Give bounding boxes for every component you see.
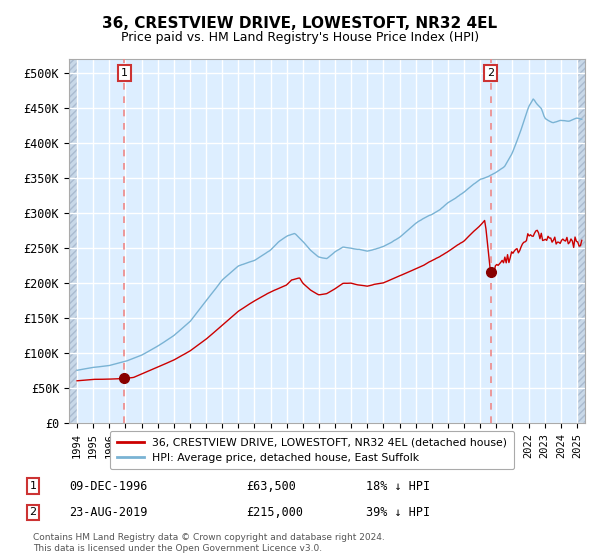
Text: 1: 1: [29, 481, 37, 491]
Text: 39% ↓ HPI: 39% ↓ HPI: [366, 506, 430, 519]
Text: 23-AUG-2019: 23-AUG-2019: [69, 506, 148, 519]
Text: 2: 2: [487, 68, 494, 78]
Bar: [578, 59, 585, 423]
Legend: 36, CRESTVIEW DRIVE, LOWESTOFT, NR32 4EL (detached house), HPI: Average price, d: 36, CRESTVIEW DRIVE, LOWESTOFT, NR32 4EL…: [110, 431, 514, 469]
Text: Price paid vs. HM Land Registry's House Price Index (HPI): Price paid vs. HM Land Registry's House …: [121, 31, 479, 44]
Text: Contains HM Land Registry data © Crown copyright and database right 2024.
This d: Contains HM Land Registry data © Crown c…: [33, 533, 385, 553]
Text: 2: 2: [29, 507, 37, 517]
Text: 18% ↓ HPI: 18% ↓ HPI: [366, 479, 430, 493]
Text: 36, CRESTVIEW DRIVE, LOWESTOFT, NR32 4EL: 36, CRESTVIEW DRIVE, LOWESTOFT, NR32 4EL: [103, 16, 497, 31]
Text: 1: 1: [121, 68, 128, 78]
Bar: [69, 59, 77, 423]
Text: 09-DEC-1996: 09-DEC-1996: [69, 479, 148, 493]
Text: £63,500: £63,500: [246, 479, 296, 493]
Text: £215,000: £215,000: [246, 506, 303, 519]
